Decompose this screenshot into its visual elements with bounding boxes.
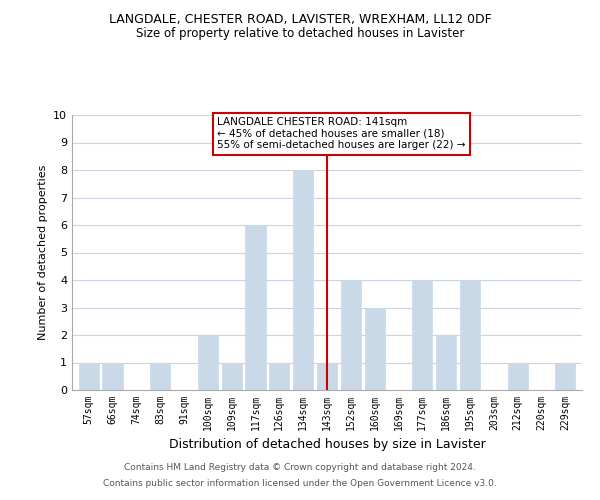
Bar: [317, 362, 337, 390]
Text: Contains public sector information licensed under the Open Government Licence v3: Contains public sector information licen…: [103, 478, 497, 488]
Text: LANGDALE CHESTER ROAD: 141sqm
← 45% of detached houses are smaller (18)
55% of s: LANGDALE CHESTER ROAD: 141sqm ← 45% of d…: [217, 117, 466, 150]
Bar: [508, 362, 528, 390]
Bar: [269, 362, 289, 390]
Bar: [150, 362, 170, 390]
Bar: [293, 170, 313, 390]
Bar: [460, 280, 480, 390]
Bar: [103, 362, 122, 390]
Y-axis label: Number of detached properties: Number of detached properties: [38, 165, 47, 340]
Text: Contains HM Land Registry data © Crown copyright and database right 2024.: Contains HM Land Registry data © Crown c…: [124, 464, 476, 472]
Text: LANGDALE, CHESTER ROAD, LAVISTER, WREXHAM, LL12 0DF: LANGDALE, CHESTER ROAD, LAVISTER, WREXHA…: [109, 12, 491, 26]
Bar: [436, 335, 456, 390]
Bar: [555, 362, 575, 390]
Bar: [198, 335, 218, 390]
X-axis label: Distribution of detached houses by size in Lavister: Distribution of detached houses by size …: [169, 438, 485, 452]
Bar: [245, 225, 266, 390]
Bar: [412, 280, 433, 390]
Text: Size of property relative to detached houses in Lavister: Size of property relative to detached ho…: [136, 28, 464, 40]
Bar: [79, 362, 99, 390]
Bar: [221, 362, 242, 390]
Bar: [341, 280, 361, 390]
Bar: [365, 308, 385, 390]
